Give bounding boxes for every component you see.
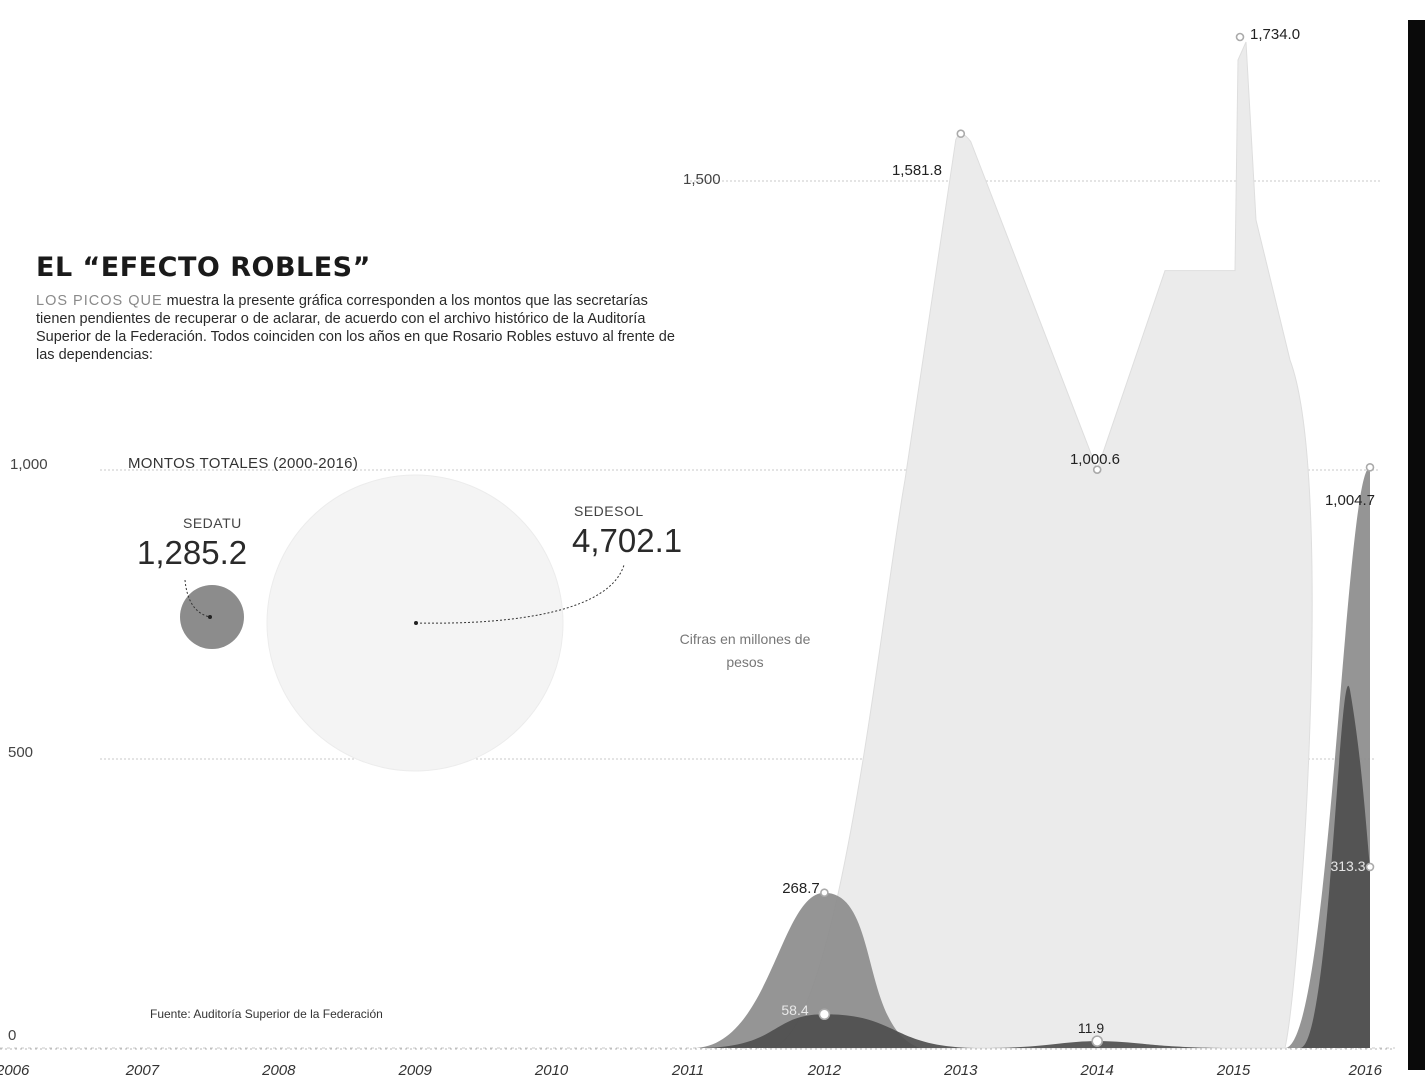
sedesol-label: SEDESOL <box>574 503 644 519</box>
sedatu-total: 1,285.2 <box>137 534 248 571</box>
sedatu-leader-line <box>184 579 211 618</box>
data-label: 58.4 <box>781 1002 808 1018</box>
data-label: 268.7 <box>782 880 820 897</box>
x-tick-label: 2014 <box>1080 1062 1114 1079</box>
data-label: 1,004.7 <box>1325 492 1375 509</box>
data-point <box>1235 32 1245 42</box>
data-point <box>1365 862 1375 872</box>
sedatu-label: SEDATU <box>183 515 242 531</box>
page-edge-bar <box>1408 20 1425 1070</box>
sedatu-leader-dot <box>208 615 212 619</box>
x-tick-label: 2010 <box>534 1062 569 1079</box>
x-tick-label: 2012 <box>807 1062 842 1079</box>
totals-title: MONTOS TOTALES (2000-2016) <box>128 455 359 472</box>
x-tick-label: 2016 <box>1348 1062 1383 1079</box>
area-sedesol <box>767 41 1313 1049</box>
sedesol-leader-dot <box>414 621 418 625</box>
x-tick-label: 2015 <box>1216 1062 1251 1079</box>
chart-subtitle: LOS PICOS QUE muestra la presente gráfic… <box>36 292 676 364</box>
subtitle-lead: LOS PICOS QUE <box>36 293 163 309</box>
data-point <box>1092 465 1102 474</box>
y-tick-label: 0 <box>8 1027 16 1044</box>
y-tick-label: 1,000 <box>10 456 48 473</box>
data-point <box>820 888 829 897</box>
y-tick-label: 1,500 <box>683 171 721 188</box>
data-point <box>1091 1035 1103 1047</box>
data-label: 1,000.6 <box>1070 451 1120 468</box>
data-point <box>1365 462 1375 472</box>
x-tick-label: 2011 <box>671 1062 704 1079</box>
data-label: 313.3 <box>1330 858 1365 874</box>
x-tick-label: 2007 <box>125 1062 160 1079</box>
chart-title: EL “EFECTO ROBLES” <box>36 252 371 283</box>
x-tick-label: 2013 <box>943 1062 978 1079</box>
data-label: 1,734.0 <box>1250 26 1300 43</box>
sedesol-total: 4,702.1 <box>572 522 683 559</box>
data-point <box>956 129 966 139</box>
x-tick-label: 2008 <box>261 1062 296 1079</box>
source-note: Fuente: Auditoría Superior de la Federac… <box>150 1007 383 1021</box>
data-label: 1,581.8 <box>892 162 942 179</box>
x-tick-label: 2006 <box>0 1062 30 1079</box>
y-tick-label: 500 <box>8 744 33 761</box>
units-note: Cifras en millones de pesos <box>679 631 811 670</box>
data-label: 11.9 <box>1078 1020 1104 1036</box>
data-point <box>818 1008 831 1021</box>
subtitle-text: muestra la presente gráfica corresponden… <box>36 293 675 363</box>
sedesol-leader-line <box>415 564 625 624</box>
x-tick-label: 2009 <box>398 1062 433 1079</box>
